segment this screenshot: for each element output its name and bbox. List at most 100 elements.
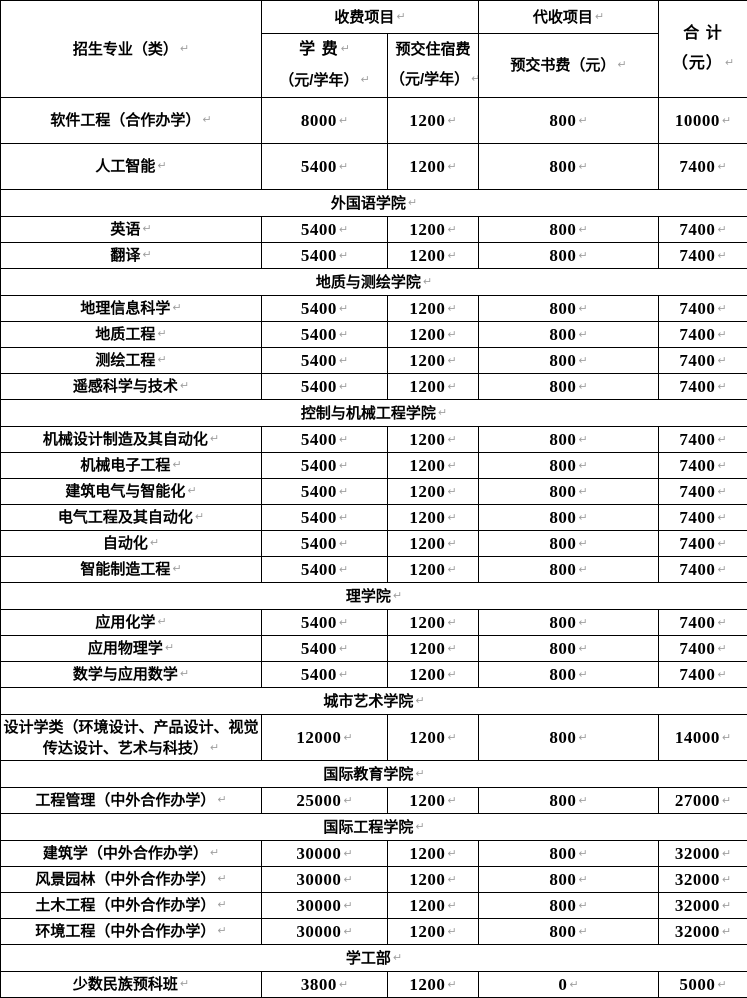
- paragraph-mark: ↵: [343, 794, 352, 807]
- total-cell: 7400↵: [659, 662, 747, 688]
- fee-row: 人工智能↵5400↵1200↵800↵7400↵: [1, 144, 747, 190]
- paragraph-mark: ↵: [217, 872, 226, 885]
- dorm-fee-cell: 1200↵: [388, 841, 479, 867]
- header-dorm: 预交住宿费 （元/学年）↵: [388, 34, 479, 98]
- paragraph-mark: ↵: [180, 667, 189, 680]
- cell-text: 1200: [409, 975, 445, 994]
- cell-text: 7400: [679, 456, 715, 475]
- paragraph-mark: ↵: [578, 925, 587, 938]
- paragraph-mark: ↵: [180, 379, 189, 392]
- college-section-row: 国际工程学院↵: [1, 814, 747, 841]
- cell-text: 10000: [675, 111, 720, 130]
- fee-row: 应用物理学↵5400↵1200↵800↵7400↵: [1, 636, 747, 662]
- tuition-cell: 5400↵: [262, 427, 388, 453]
- total-cell: 10000↵: [659, 98, 747, 144]
- book-fee-cell: 800↵: [479, 243, 659, 269]
- college-section-label: 国际教育学院↵: [1, 761, 747, 788]
- tuition-cell: 3800↵: [262, 972, 388, 998]
- cell-text: 1200: [409, 922, 445, 941]
- paragraph-mark: ↵: [578, 794, 587, 807]
- total-cell: 7400↵: [659, 374, 747, 400]
- cell-text: 800: [549, 325, 576, 344]
- total-cell: 32000↵: [659, 893, 747, 919]
- cell-text: 800: [549, 508, 576, 527]
- paragraph-mark: ↵: [717, 160, 726, 173]
- cell-text: 应用物理学: [88, 640, 163, 657]
- paragraph-mark: ↵: [157, 615, 166, 628]
- cell-text: 8000: [301, 111, 337, 130]
- dorm-fee-cell: 1200↵: [388, 893, 479, 919]
- paragraph-mark: ↵: [150, 536, 159, 549]
- book-fee-cell: 800↵: [479, 505, 659, 531]
- header-major: 招生专业（类）↵: [1, 1, 262, 98]
- cell-text: 机械设计制造及其自动化: [43, 431, 208, 448]
- cell-text: 5400: [301, 157, 337, 176]
- dorm-fee-cell: 1200↵: [388, 610, 479, 636]
- tuition-cell: 5400↵: [262, 243, 388, 269]
- dorm-fee-cell: 1200↵: [388, 972, 479, 998]
- cell-text: 软件工程（合作办学）: [50, 112, 200, 129]
- paragraph-mark: ↵: [415, 820, 424, 833]
- major-name-cell: 少数民族预科班↵: [1, 972, 262, 998]
- paragraph-mark: ↵: [447, 616, 456, 629]
- college-section-row: 学工部↵: [1, 945, 747, 972]
- paragraph-mark: ↵: [339, 616, 348, 629]
- cell-text: 32000: [675, 870, 720, 889]
- paragraph-mark: ↵: [578, 328, 587, 341]
- paragraph-mark: ↵: [722, 925, 731, 938]
- tuition-cell: 30000↵: [262, 841, 388, 867]
- total-cell: 27000↵: [659, 788, 747, 814]
- fee-row: 应用化学↵5400↵1200↵800↵7400↵: [1, 610, 747, 636]
- paragraph-mark: ↵: [339, 223, 348, 236]
- paragraph-mark: ↵: [210, 846, 219, 859]
- cell-text: 7400: [679, 665, 715, 684]
- paragraph-mark: ↵: [339, 668, 348, 681]
- total-cell: 7400↵: [659, 610, 747, 636]
- dorm-fee-cell: 1200↵: [388, 867, 479, 893]
- dorm-fee-cell: 1200↵: [388, 98, 479, 144]
- college-section-label: 地质与测绘学院↵: [1, 269, 747, 296]
- major-name-cell: 数学与应用数学↵: [1, 662, 262, 688]
- total-cell: 7400↵: [659, 322, 747, 348]
- dorm-fee-cell: 1200↵: [388, 788, 479, 814]
- paragraph-mark: ↵: [578, 223, 587, 236]
- cell-text: 少数民族预科班: [73, 976, 178, 993]
- dorm-fee-cell: 1200↵: [388, 505, 479, 531]
- dorm-fee-cell: 1200↵: [388, 919, 479, 945]
- dorm-fee-cell: 1200↵: [388, 557, 479, 583]
- tuition-cell: 30000↵: [262, 893, 388, 919]
- cell-text: 1200: [409, 665, 445, 684]
- cell-text: 1200: [409, 896, 445, 915]
- cell-text: 800: [549, 299, 576, 318]
- total-cell: 7400↵: [659, 505, 747, 531]
- paragraph-mark: ↵: [722, 899, 731, 912]
- paragraph-mark: ↵: [722, 847, 731, 860]
- header-dorm-line2: （元/学年）: [390, 71, 469, 88]
- paragraph-mark: ↵: [339, 537, 348, 550]
- major-name-cell: 环境工程（中外合作办学）↵: [1, 919, 262, 945]
- tuition-cell: 30000↵: [262, 919, 388, 945]
- major-name-cell: 风景园林（中外合作办学）↵: [1, 867, 262, 893]
- paragraph-mark: ↵: [578, 899, 587, 912]
- cell-text: 0: [558, 975, 567, 994]
- cell-text: 英语: [110, 221, 140, 238]
- paragraph-mark: ↵: [447, 794, 456, 807]
- cell-text: 5400: [301, 613, 337, 632]
- dorm-fee-cell: 1200↵: [388, 374, 479, 400]
- book-fee-cell: 800↵: [479, 479, 659, 505]
- paragraph-mark: ↵: [180, 977, 189, 990]
- college-section-row: 城市艺术学院↵: [1, 688, 747, 715]
- cell-text: 5400: [301, 456, 337, 475]
- paragraph-mark: ↵: [447, 668, 456, 681]
- paragraph-mark: ↵: [578, 354, 587, 367]
- cell-text: 800: [549, 377, 576, 396]
- dorm-fee-cell: 1200↵: [388, 636, 479, 662]
- book-fee-cell: 800↵: [479, 427, 659, 453]
- paragraph-mark: ↵: [578, 459, 587, 472]
- cell-text: 7400: [679, 157, 715, 176]
- cell-text: 国际工程学院: [323, 819, 413, 836]
- cell-text: 1200: [409, 844, 445, 863]
- cell-text: 800: [549, 728, 576, 747]
- book-fee-cell: 800↵: [479, 144, 659, 190]
- fee-row: 机械设计制造及其自动化↵5400↵1200↵800↵7400↵: [1, 427, 747, 453]
